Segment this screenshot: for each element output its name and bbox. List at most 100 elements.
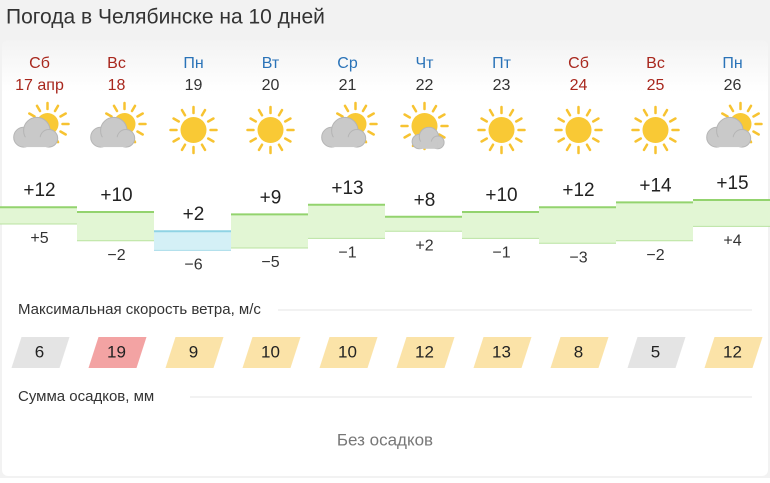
min-temp: −2 — [107, 247, 125, 264]
min-temp: +4 — [723, 233, 741, 250]
sun-ray — [585, 108, 592, 117]
wind-value: 12 — [723, 342, 742, 361]
sun-ray — [403, 113, 412, 119]
weekday: Вт — [262, 55, 280, 72]
sun-icon — [554, 105, 603, 155]
weekday: Пн — [722, 55, 742, 72]
weekday: Вс — [646, 55, 665, 72]
sun-icon — [246, 105, 295, 155]
date: 22 — [416, 77, 434, 94]
min-temp: −3 — [569, 249, 587, 266]
weekday: Сб — [29, 55, 50, 72]
date: 18 — [108, 77, 126, 94]
max-temp: +12 — [23, 180, 55, 201]
sun-ray — [480, 137, 489, 143]
sun-ray — [206, 117, 215, 123]
temp-range — [462, 212, 539, 239]
sun-ray — [508, 108, 515, 117]
sun-ray — [565, 143, 572, 152]
sun-ray — [403, 133, 412, 139]
min-temp: −2 — [646, 247, 664, 264]
sun-ray — [200, 143, 207, 152]
min-temp: −1 — [338, 245, 356, 262]
sun-ray — [136, 130, 144, 136]
max-temp: +10 — [485, 185, 517, 206]
sun-ray — [752, 130, 760, 136]
date: 20 — [262, 77, 280, 94]
sun-ray — [361, 104, 368, 113]
weekday: Пн — [183, 55, 203, 72]
sun-ray — [514, 137, 523, 143]
wind-value: 13 — [492, 342, 511, 361]
wind-badge — [550, 337, 609, 368]
sun-ray — [488, 108, 495, 117]
precip-label: Сумма осадков, мм — [18, 388, 154, 405]
sun-ray — [514, 117, 523, 123]
wind-badge — [88, 337, 147, 368]
max-temp: +10 — [100, 185, 132, 206]
wind-badge — [242, 337, 301, 368]
sun-icon — [477, 105, 526, 155]
cloud-icon — [321, 116, 367, 148]
sun-ray — [112, 104, 119, 113]
max-temp: +14 — [639, 175, 672, 196]
date: 25 — [647, 77, 665, 94]
wind-badge — [704, 337, 763, 368]
sun-ray — [437, 113, 446, 119]
sun-ray — [28, 112, 36, 118]
sun-ray — [668, 137, 677, 143]
temp-range — [693, 200, 770, 227]
sun-ray — [662, 108, 669, 117]
temp-range — [0, 207, 77, 224]
sun-ray — [634, 137, 643, 143]
no-precip: Без осадков — [337, 430, 433, 449]
date: 17 апр — [15, 77, 64, 94]
wind-badge — [396, 337, 455, 368]
wind-badge — [319, 337, 378, 368]
cloud-part — [419, 141, 438, 149]
cloud-icon — [13, 116, 59, 148]
title: Погода в Челябинске на 10 дней — [6, 6, 325, 29]
sun-ray — [591, 137, 600, 143]
max-temp: +8 — [414, 190, 436, 211]
max-temp: +12 — [562, 180, 594, 201]
sun-ray — [283, 117, 292, 123]
sun-ray — [53, 104, 60, 113]
max-temp: +9 — [260, 187, 282, 208]
sun-ray — [283, 137, 292, 143]
sun-ray — [343, 104, 350, 113]
sun-icon — [169, 105, 218, 155]
sun-ray — [488, 143, 495, 152]
min-temp: +5 — [30, 230, 48, 247]
sun-ray — [130, 104, 137, 113]
sun-ray — [59, 112, 67, 118]
sun-disc — [180, 117, 207, 143]
sun-ray — [277, 108, 284, 117]
sun-ray — [35, 104, 42, 113]
sun-ray — [59, 130, 67, 136]
sun-ray — [367, 112, 375, 118]
sun-ray — [249, 137, 258, 143]
weekday: Чт — [416, 55, 435, 72]
weekday: Сб — [568, 55, 589, 72]
sun-ray — [642, 143, 649, 152]
sun-ray — [172, 117, 181, 123]
sun-ray — [642, 108, 649, 117]
wind-badge — [473, 337, 532, 368]
sun-ray — [249, 117, 258, 123]
sun-ray — [437, 133, 446, 139]
sun-ray — [431, 104, 438, 113]
sun-ray — [336, 112, 344, 118]
weekday: Пт — [492, 55, 512, 72]
cloud-part — [23, 137, 49, 148]
sun-ray — [105, 112, 113, 118]
temp-range — [154, 231, 231, 251]
date: 24 — [570, 77, 588, 94]
sun-ray — [721, 112, 729, 118]
sun-ray — [257, 143, 264, 152]
wind-value: 5 — [651, 342, 660, 361]
weekday: Ср — [337, 55, 358, 72]
sun-ray — [480, 117, 489, 123]
temp-range — [308, 204, 385, 239]
